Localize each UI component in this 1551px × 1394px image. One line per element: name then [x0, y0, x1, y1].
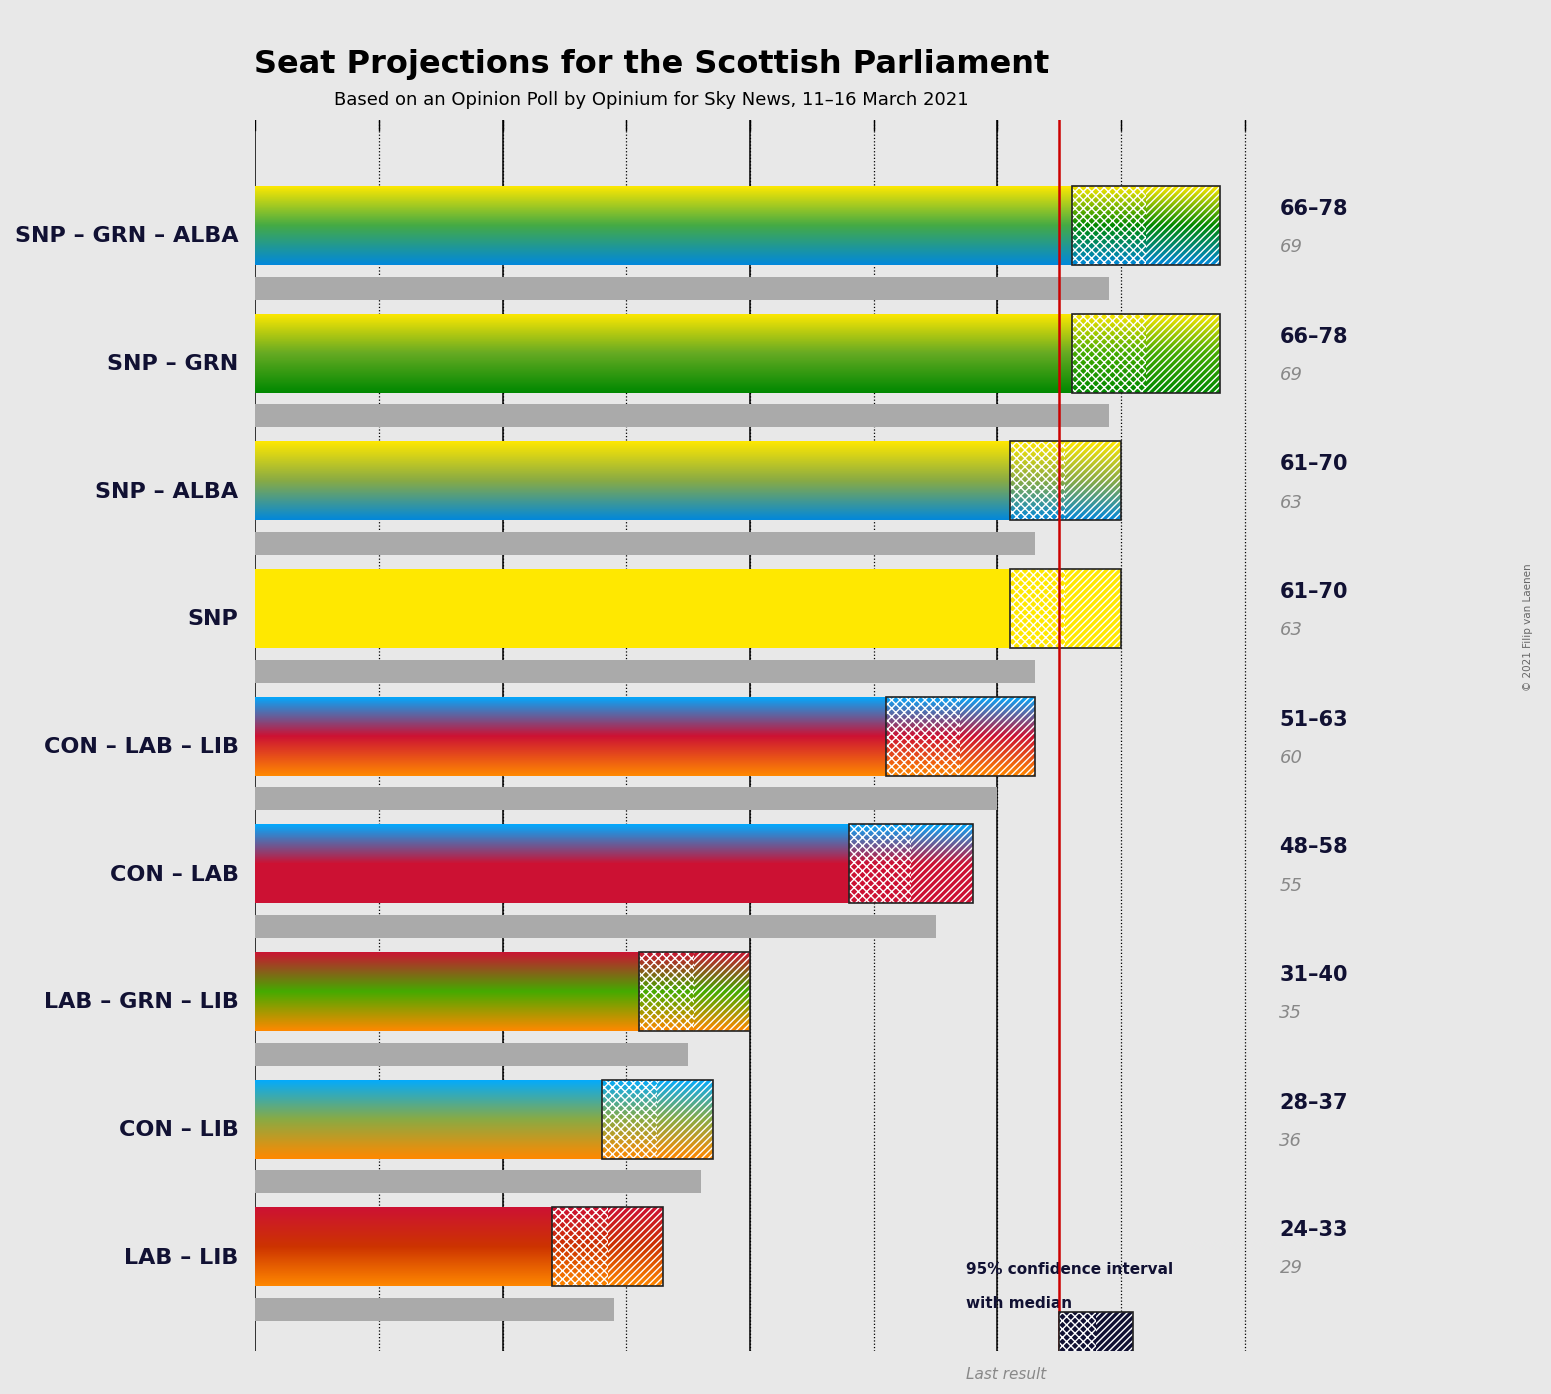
Bar	[1072, 314, 1146, 393]
Bar	[602, 1079, 658, 1158]
Bar	[256, 1298, 614, 1322]
Text: 48–58: 48–58	[1280, 838, 1348, 857]
Text: 63: 63	[1280, 493, 1303, 512]
Bar	[910, 824, 972, 903]
Bar	[552, 1207, 608, 1287]
Bar	[256, 276, 1109, 300]
Text: © 2021 Filip van Laenen: © 2021 Filip van Laenen	[1523, 563, 1532, 691]
Bar	[1010, 442, 1066, 520]
Bar	[552, 1207, 664, 1287]
Text: 60: 60	[1280, 749, 1303, 767]
Bar	[1059, 1312, 1097, 1352]
Bar	[1066, 442, 1121, 520]
Bar	[1010, 569, 1121, 648]
Bar	[1072, 314, 1221, 393]
Bar	[886, 697, 1035, 775]
Bar	[639, 952, 751, 1032]
Text: 31–40: 31–40	[1280, 965, 1348, 986]
Text: 61–70: 61–70	[1280, 454, 1348, 474]
Bar	[256, 659, 1035, 683]
Bar	[848, 824, 972, 903]
Bar	[608, 1207, 664, 1287]
Bar	[886, 697, 960, 775]
Text: 95% confidence interval: 95% confidence interval	[966, 1263, 1174, 1277]
Text: 28–37: 28–37	[1280, 1093, 1348, 1112]
Bar	[256, 1043, 689, 1065]
Bar	[1146, 314, 1221, 393]
Text: 36: 36	[1280, 1132, 1303, 1150]
Text: 61–70: 61–70	[1280, 581, 1348, 602]
Bar	[639, 952, 695, 1032]
Bar	[256, 404, 1109, 427]
Text: Seat Projections for the Scottish Parliament: Seat Projections for the Scottish Parlia…	[254, 49, 1048, 79]
Bar	[1010, 569, 1066, 648]
Bar	[1010, 442, 1121, 520]
Bar	[1146, 185, 1221, 265]
Bar	[1072, 185, 1146, 265]
Bar	[256, 1170, 701, 1193]
Bar	[848, 824, 910, 903]
Bar	[256, 533, 1035, 555]
Text: 29: 29	[1280, 1260, 1303, 1277]
Text: with median: with median	[966, 1295, 1073, 1310]
Text: Based on an Opinion Poll by Opinium for Sky News, 11–16 March 2021: Based on an Opinion Poll by Opinium for …	[333, 91, 969, 109]
Bar	[695, 952, 751, 1032]
Bar	[256, 788, 997, 810]
Text: 66–78: 66–78	[1280, 199, 1348, 219]
Text: 35: 35	[1280, 1004, 1303, 1022]
Text: 51–63: 51–63	[1280, 710, 1348, 729]
Bar	[1066, 569, 1121, 648]
Bar	[1097, 1312, 1134, 1352]
Text: 69: 69	[1280, 238, 1303, 256]
Bar	[1059, 1312, 1134, 1352]
Text: Last result: Last result	[966, 1368, 1047, 1381]
Text: 69: 69	[1280, 365, 1303, 383]
Bar	[1059, 1363, 1159, 1386]
Text: 63: 63	[1280, 622, 1303, 640]
Text: 66–78: 66–78	[1280, 326, 1348, 347]
Bar	[960, 697, 1035, 775]
Text: 24–33: 24–33	[1280, 1220, 1348, 1241]
Text: 55: 55	[1280, 877, 1303, 895]
Bar	[256, 914, 935, 938]
Bar	[658, 1079, 713, 1158]
Bar	[1059, 1312, 1134, 1352]
Bar	[1072, 185, 1221, 265]
Bar	[602, 1079, 713, 1158]
